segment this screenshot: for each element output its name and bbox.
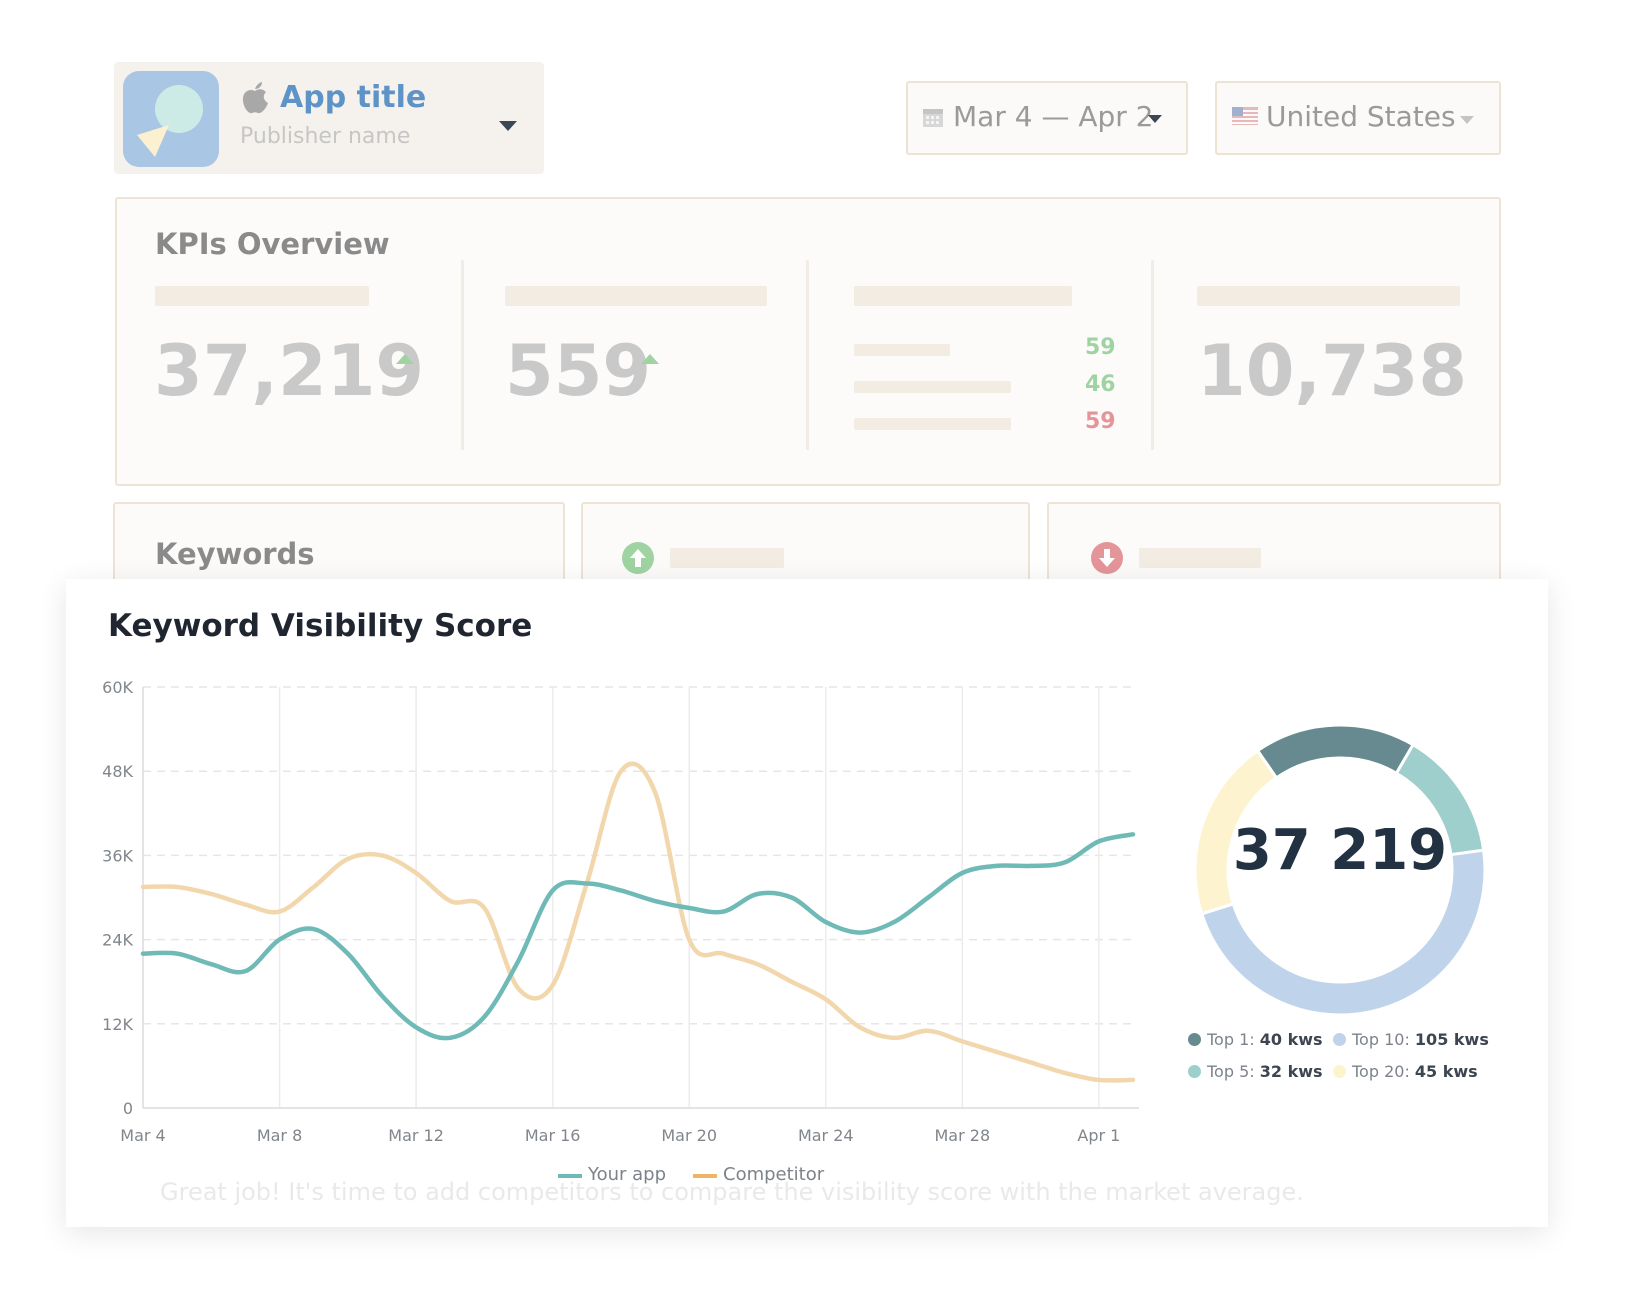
app-title: App title	[280, 80, 427, 115]
x-tick-label: Mar 4	[120, 1126, 165, 1145]
donut-slice-top10	[1199, 848, 1487, 1017]
apple-icon	[240, 80, 270, 114]
legend-label: Top 20:	[1352, 1062, 1415, 1081]
legend-label-your-app: Your app	[588, 1164, 667, 1185]
trend-up-icon	[395, 350, 415, 369]
arrow-up-circle-icon	[621, 541, 655, 579]
legend-dot	[1333, 1065, 1346, 1078]
legend-dot	[1333, 1033, 1346, 1046]
trend-up-icon	[640, 350, 660, 369]
date-range-value: Mar 4 — Apr 2	[953, 100, 1154, 133]
legend-label: Top 10:	[1352, 1030, 1415, 1049]
legend-value: 40 kws	[1259, 1030, 1323, 1049]
kpi-installs-value: 10,738	[1197, 330, 1468, 412]
date-range-select[interactable]	[906, 81, 1188, 155]
kpi-label-placeholder	[155, 286, 369, 306]
x-tick-label: Mar 12	[388, 1126, 444, 1145]
rank-label-placeholder	[854, 418, 1011, 430]
y-tick-label: 24K	[102, 931, 133, 950]
legend-label-competitor: Competitor	[723, 1164, 825, 1185]
kpi-label-placeholder	[505, 286, 767, 306]
rank-value: 46	[1085, 372, 1116, 397]
kpi-divider	[1151, 260, 1154, 450]
x-tick-label: Mar 16	[525, 1126, 581, 1145]
publisher-name: Publisher name	[240, 124, 411, 149]
declined-label-placeholder	[1139, 548, 1261, 568]
improved-label-placeholder	[670, 548, 784, 568]
legend-value: 32 kws	[1259, 1062, 1323, 1081]
series-line-your-app	[140, 832, 1136, 1041]
chart-title: Keyword Visibility Score	[108, 608, 533, 644]
x-tick-label: Mar 28	[934, 1126, 990, 1145]
legend-label: Top 5:	[1207, 1062, 1260, 1081]
y-tick-label: 36K	[102, 846, 133, 865]
calendar-icon	[922, 106, 944, 132]
donut-legend-top20: Top 20: 45 kws	[1333, 1062, 1478, 1081]
y-tick-label: 48K	[102, 762, 133, 781]
kpi-label-placeholder	[1197, 286, 1460, 306]
rank-value: 59	[1085, 335, 1116, 360]
kpi-visibility-value: 37,219	[154, 330, 425, 412]
country-value: United States	[1266, 100, 1456, 133]
kpi-divider	[461, 260, 464, 450]
rank-value: 59	[1085, 409, 1116, 434]
y-tick-label: 12K	[102, 1015, 133, 1034]
legend-swatch-competitor	[693, 1174, 717, 1178]
x-tick-label: Mar 20	[661, 1126, 717, 1145]
visibility-donut-chart	[1193, 723, 1487, 1017]
app-icon	[123, 71, 219, 167]
donut-slice-top20	[1193, 748, 1279, 916]
footer-message: Great job! It's time to add competitors …	[160, 1178, 1304, 1206]
legend-dot	[1188, 1033, 1201, 1046]
donut-legend-top5: Top 5: 32 kws	[1188, 1062, 1323, 1081]
x-tick-label: Mar 8	[257, 1126, 302, 1145]
legend-dot	[1188, 1065, 1201, 1078]
us-flag-icon	[1232, 107, 1258, 129]
legend-value: 45 kws	[1414, 1062, 1478, 1081]
kpi-keywords-value: 559	[505, 330, 652, 412]
keywords-title: Keywords	[155, 537, 315, 571]
arrow-down-circle-icon	[1090, 541, 1124, 579]
rank-label-placeholder	[854, 344, 950, 356]
legend-label: Top 1:	[1207, 1030, 1260, 1049]
chevron-down-icon[interactable]	[1458, 111, 1476, 130]
chevron-down-icon[interactable]	[497, 118, 519, 137]
legend-swatch-your-app	[558, 1174, 582, 1178]
donut-slice-top1	[1255, 723, 1416, 780]
kpi-label-placeholder	[854, 286, 1072, 306]
kpi-divider	[806, 260, 809, 450]
x-tick-label: Mar 24	[798, 1126, 854, 1145]
y-tick-label: 0	[123, 1099, 133, 1118]
country-select[interactable]	[1215, 81, 1501, 155]
donut-legend-top10: Top 10: 105 kws	[1333, 1030, 1489, 1049]
legend-value: 105 kws	[1414, 1030, 1489, 1049]
chevron-down-icon[interactable]	[1146, 110, 1164, 129]
donut-center-value: 37 219	[1232, 818, 1448, 883]
kpis-overview-title: KPIs Overview	[155, 227, 390, 261]
y-tick-label: 60K	[102, 678, 133, 697]
x-tick-label: Apr 1	[1077, 1126, 1120, 1145]
series-line-competitor	[140, 761, 1136, 1083]
donut-legend-top1: Top 1: 40 kws	[1188, 1030, 1323, 1049]
rank-label-placeholder	[854, 381, 1011, 393]
